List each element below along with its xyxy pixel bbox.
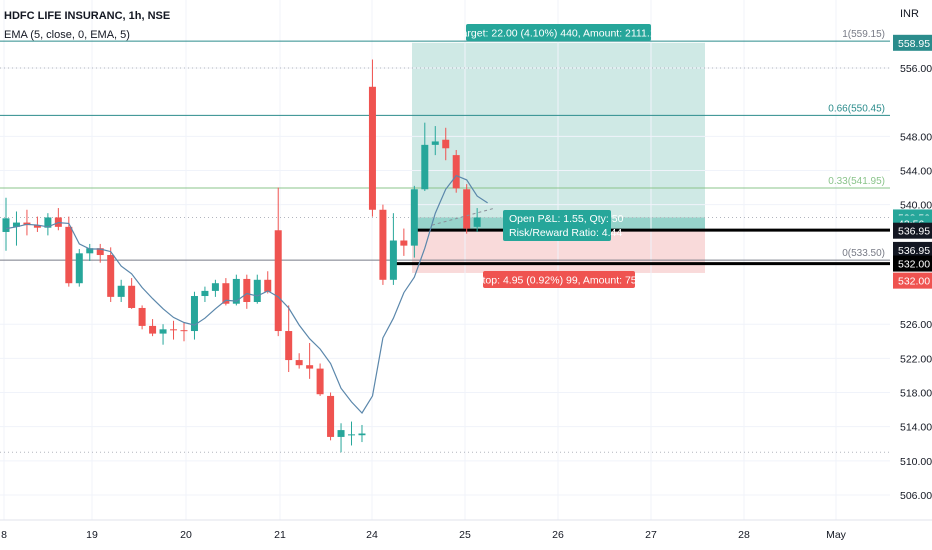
- candle-body: [431, 141, 439, 145]
- candle-body: [327, 395, 335, 437]
- time-tick-label: 21: [274, 529, 286, 541]
- price-marker-label: 532.00: [898, 259, 930, 271]
- price-tick-label: 544.00: [900, 165, 932, 177]
- candle-body: [306, 365, 314, 369]
- candle-body: [12, 222, 20, 227]
- candle-body: [368, 86, 376, 210]
- ema-line: [5, 174, 496, 414]
- pnl-link-line: [431, 207, 496, 226]
- time-tick-label: 25: [459, 529, 471, 541]
- time-tick-label: 8: [1, 529, 7, 541]
- stop-label: Stop: 4.95 (0.92%) 99, Amount: 750: [476, 275, 643, 287]
- candle-body: [75, 253, 83, 284]
- candle-body: [107, 255, 115, 297]
- candle-body: [389, 240, 397, 280]
- candle-body: [295, 360, 303, 366]
- price-tick-label: 518.00: [900, 388, 932, 400]
- currency-label: INR: [900, 8, 919, 20]
- candle-body: [180, 330, 188, 332]
- candle-body: [473, 217, 481, 227]
- price-tick-label: 514.00: [900, 422, 932, 434]
- candle-body: [159, 329, 167, 334]
- candle-body: [117, 285, 125, 297]
- candle-body: [149, 325, 157, 334]
- price-tick-label: 540.00: [900, 200, 932, 212]
- candle-body: [348, 434, 356, 436]
- price-marker-bg: [893, 255, 932, 272]
- price-marker-bg: [893, 272, 932, 289]
- candle-body: [463, 189, 471, 229]
- candle-body: [337, 430, 345, 437]
- time-tick-label: 27: [645, 529, 657, 541]
- candle-body: [264, 279, 272, 292]
- price-tick-label: 506.00: [900, 490, 932, 502]
- candle-body: [211, 283, 219, 291]
- target-label: Target: 22.00 (4.10%) 440, Amount: 2111.…: [456, 28, 660, 40]
- candle-body: [316, 368, 324, 395]
- fib-level-label: 0.66(550.45): [828, 103, 885, 114]
- ema-indicator-label[interactable]: EMA (5, close, 0, EMA, 5): [4, 29, 130, 41]
- price-tick-label: 526.00: [900, 319, 932, 331]
- time-tick-label: 24: [366, 529, 378, 541]
- candle-body: [400, 240, 408, 246]
- fib-level-label: 0.33(541.95): [828, 176, 885, 187]
- candle-body: [253, 279, 261, 302]
- candle-body: [452, 155, 460, 189]
- price-marker-bg: [893, 222, 932, 239]
- time-tick-label: May: [826, 529, 847, 541]
- fib-level-label: 0(533.50): [842, 248, 885, 259]
- fib-level-label: 1(559.15): [842, 29, 885, 40]
- candles: [2, 59, 481, 453]
- candle-body: [243, 278, 251, 302]
- candle-body: [96, 248, 104, 256]
- rr-label: Risk/Reward Ratio: 4.44: [509, 227, 622, 239]
- time-tick-label: 19: [86, 529, 98, 541]
- candle-body: [2, 218, 10, 232]
- time-tick-label: 28: [738, 529, 750, 541]
- price-marker-bg: [893, 241, 932, 258]
- time-axis[interactable]: 8 19 20 21 24 25 26 27 28 May: [0, 519, 932, 550]
- candle-body: [410, 189, 418, 246]
- time-tick-label: 26: [552, 529, 564, 541]
- candle-body: [358, 433, 366, 436]
- time-tick-label: 20: [180, 529, 192, 541]
- time-axis-bg: [0, 520, 932, 550]
- candle-body: [379, 209, 387, 280]
- price-tick-label: 556.00: [900, 63, 932, 75]
- price-marker-label: 536.95: [898, 226, 930, 238]
- candle-body: [232, 278, 240, 304]
- price-marker-bg: [893, 34, 932, 51]
- price-tick-label: 548.00: [900, 131, 932, 143]
- candle-body: [138, 307, 146, 326]
- candle-body: [128, 285, 136, 308]
- symbol-title[interactable]: HDFC LIFE INSURANC, 1h, NSE: [4, 10, 171, 22]
- candle-body: [86, 248, 94, 254]
- target-label-bg: [466, 24, 651, 41]
- candle-body: [421, 144, 429, 190]
- position-labels: Target: 22.00 (4.10%) 440, Amount: 2111.…: [456, 24, 661, 288]
- price-axis[interactable]: 556.00 548.00 544.00 540.00 526.00 522.00 518.…: [890, 0, 932, 520]
- candle-body: [442, 139, 450, 149]
- pnl-label: Open P&L: 1.55, Qty: 50: [509, 213, 624, 225]
- price-marker-label: 536.95: [898, 245, 930, 257]
- stop-label-bg: [483, 271, 635, 288]
- pnl-box: [503, 210, 611, 241]
- candle-body: [33, 225, 41, 228]
- ema-line-path: [5, 174, 488, 414]
- price-tick-label: 510.00: [900, 456, 932, 468]
- candle-body: [222, 283, 230, 304]
- candle-body: [201, 290, 209, 297]
- candle-body: [65, 226, 73, 284]
- fib-levels: 1(559.15) 0.66(550.45) 0.33(541.95) 0(533.5…: [0, 29, 890, 453]
- candle-body: [274, 230, 282, 332]
- price-tick-label: 522.00: [900, 353, 932, 365]
- candle-body: [190, 296, 198, 332]
- candle-body: [44, 217, 52, 228]
- price-marker-label: 558.95: [898, 38, 930, 50]
- price-marker-label: 532.00: [898, 276, 930, 288]
- candle-body: [285, 331, 293, 361]
- candle-body: [170, 329, 178, 331]
